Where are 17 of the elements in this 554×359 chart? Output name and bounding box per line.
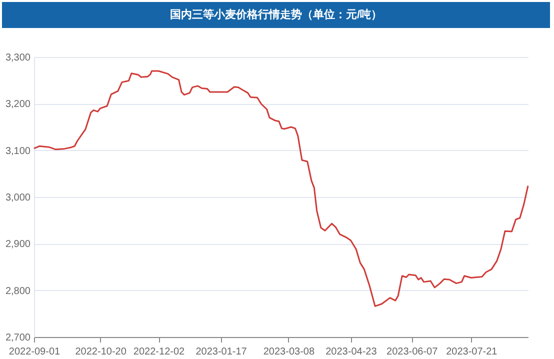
- x-tick-label: 2023-07-21: [446, 346, 498, 358]
- x-tick-label: 2022-10-20: [75, 346, 127, 358]
- line-series: [33, 70, 529, 307]
- y-tick-label: 3,000: [5, 192, 31, 204]
- chart-title: 国内三等小麦价格行情走势（单位：元/吨）: [170, 8, 382, 21]
- y-tick-label: 3,300: [5, 52, 31, 64]
- x-tick-label: 2022-12-02: [133, 346, 186, 358]
- y-tick-label: 3,100: [5, 146, 31, 157]
- y-tick-label: 2,700: [5, 332, 31, 344]
- y-tick-label: 2,800: [5, 286, 31, 297]
- x-tick-label: 2023-04-23: [326, 346, 378, 358]
- x-tick-label: 2023-03-08: [263, 346, 315, 358]
- y-tick-label: 2,900: [5, 239, 31, 250]
- x-tick-label: 2023-01-17: [196, 346, 248, 358]
- x-tick-label: 2023-06-07: [386, 346, 438, 358]
- y-tick-label: 3,200: [5, 99, 31, 110]
- x-tick-label: 2022-09-01: [8, 346, 61, 358]
